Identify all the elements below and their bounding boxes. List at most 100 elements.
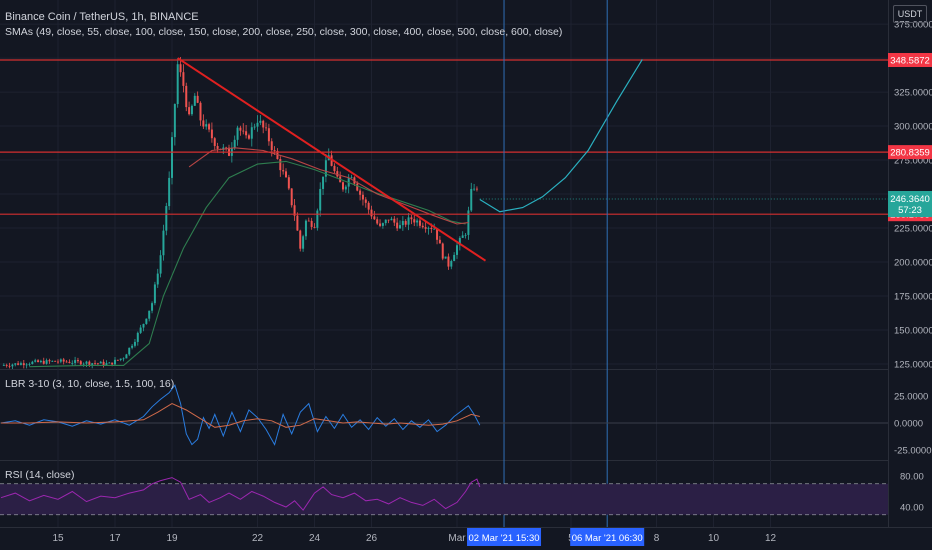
candle-body xyxy=(307,220,310,222)
sma-line-red xyxy=(188,147,469,225)
candle-body xyxy=(236,127,239,140)
candle-body xyxy=(413,219,416,223)
x-tick-label: Mar xyxy=(448,533,466,544)
candle-body xyxy=(270,141,273,151)
candle-body xyxy=(76,360,79,362)
y-tick-label: 125.0000 xyxy=(894,360,932,371)
candle-body xyxy=(176,64,179,105)
candle-body xyxy=(165,206,168,231)
candle-body xyxy=(285,171,287,178)
candle-body xyxy=(296,215,299,231)
candle-body xyxy=(202,120,205,127)
candle-body xyxy=(162,230,165,256)
candle-body xyxy=(131,345,134,348)
candle-body xyxy=(344,186,347,190)
currency-badge[interactable]: USDT xyxy=(893,5,927,23)
candle-body xyxy=(168,177,171,207)
date-marker-label: 02 Mar '21 15:30 xyxy=(469,533,540,544)
lbr-y-tick-label: 0.0000 xyxy=(894,419,923,430)
sma-indicator-label: SMAs (49, close, 55, close, 100, close, … xyxy=(5,26,563,38)
candle-body xyxy=(299,230,302,249)
candle-body xyxy=(5,365,8,366)
candle-body xyxy=(68,361,71,363)
rsi-line xyxy=(0,477,481,511)
candle-body xyxy=(11,364,14,367)
candle-body xyxy=(407,217,410,225)
candle-body xyxy=(116,359,119,361)
candle-body xyxy=(156,273,159,285)
candle-body xyxy=(208,124,211,130)
candle-body xyxy=(14,363,17,365)
candle-body xyxy=(421,225,424,228)
candle-body xyxy=(94,363,97,365)
candle-body xyxy=(136,332,139,342)
candle-body xyxy=(242,130,245,132)
level-price-tag xyxy=(888,145,932,160)
candle-body xyxy=(433,228,436,230)
candle-body xyxy=(19,363,22,365)
candle-body xyxy=(139,327,142,333)
candle-body xyxy=(171,137,173,178)
candle-body xyxy=(22,363,25,366)
y-tick-label: 325.0000 xyxy=(894,88,932,99)
candle-body xyxy=(424,227,427,229)
candle-body xyxy=(96,363,99,365)
sma-line xyxy=(29,160,466,368)
candle-body xyxy=(418,220,421,226)
candle-body xyxy=(39,360,42,363)
candle-body xyxy=(193,95,196,106)
lbr-indicator-label: LBR 3-10 (3, 10, close, 1.5, 100, 16) xyxy=(5,378,175,390)
candle-body xyxy=(265,127,268,129)
candle-body xyxy=(108,362,111,364)
date-marker-tag xyxy=(570,528,645,546)
candle-body xyxy=(393,218,396,223)
candle-body xyxy=(438,239,441,244)
candle-body xyxy=(122,358,125,360)
candle-body xyxy=(475,188,478,190)
candle-body xyxy=(62,359,65,362)
candle-body xyxy=(88,361,91,365)
candle-body xyxy=(350,177,353,179)
candle-body xyxy=(57,361,59,363)
candle-body xyxy=(453,254,456,262)
candle-body xyxy=(304,220,307,237)
candle-body xyxy=(330,155,333,166)
candle-body xyxy=(133,341,136,346)
candle-body xyxy=(91,363,94,365)
candle-body xyxy=(216,145,219,149)
candle-body xyxy=(256,122,259,127)
candle-body xyxy=(404,221,407,225)
lbr-y-tick-label: -25.0000 xyxy=(894,446,932,457)
chart-title: Binance Coin / TetherUS, 1h, BINANCE xyxy=(5,11,199,23)
rsi-indicator-label: RSI (14, close) xyxy=(5,469,75,481)
candle-body xyxy=(447,256,450,267)
candle-body xyxy=(370,209,373,217)
candle-body xyxy=(342,182,344,190)
candle-body xyxy=(441,243,444,259)
candle-body xyxy=(79,361,82,365)
candle-body xyxy=(336,171,339,177)
candle-body xyxy=(37,360,40,363)
y-tick-label: 275.0000 xyxy=(894,156,932,167)
candle-body xyxy=(71,362,74,364)
x-tick-label: 19 xyxy=(166,533,178,544)
candle-body xyxy=(51,360,54,362)
candle-body xyxy=(401,221,404,226)
candle-body xyxy=(233,139,236,148)
candle-body xyxy=(190,105,193,115)
candle-body xyxy=(153,284,156,304)
candle-body xyxy=(430,227,433,230)
candle-body xyxy=(381,223,384,226)
candle-body xyxy=(361,194,364,200)
candle-body xyxy=(210,129,213,139)
candle-body xyxy=(247,135,250,139)
candle-body xyxy=(65,361,68,363)
x-tick-label: 26 xyxy=(366,533,378,544)
candle-body xyxy=(464,234,467,236)
candle-body xyxy=(185,85,188,108)
candle-body xyxy=(142,323,145,328)
candle-body xyxy=(148,310,151,319)
candle-body xyxy=(359,190,362,195)
